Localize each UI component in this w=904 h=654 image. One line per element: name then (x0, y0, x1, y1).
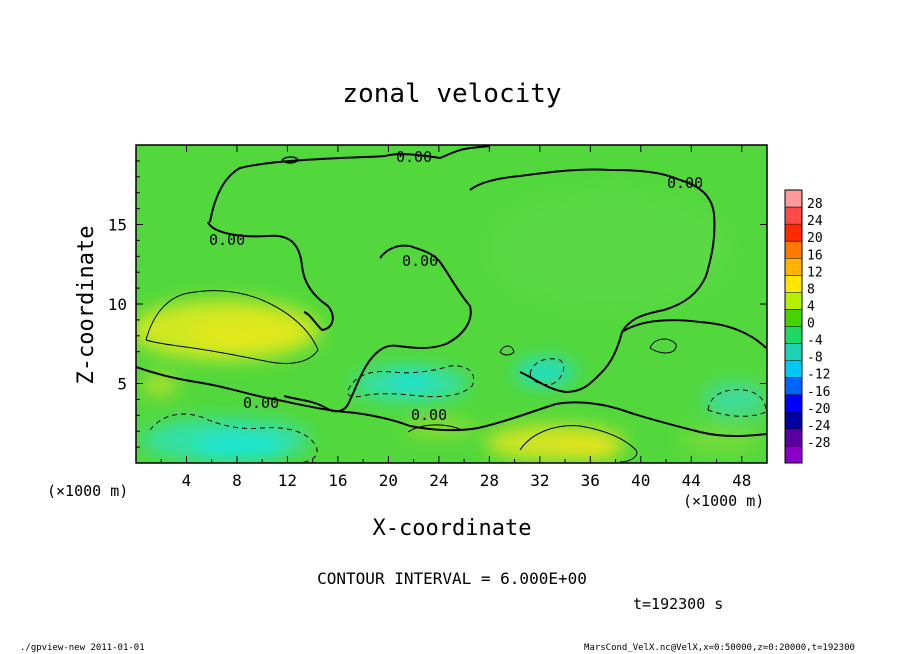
y-tick-label: 15 (108, 216, 127, 235)
zero-contour-mid-lower (136, 366, 767, 437)
positive-region-left (142, 375, 178, 395)
contour-labels: 0.00 0.00 0.00 0.00 0.00 0.00 (209, 148, 703, 424)
dashed-contour-right (707, 389, 767, 417)
x-unit-label-left: (×1000 m) (47, 482, 128, 500)
colorbar-label: -28 (807, 436, 830, 451)
zero-contour-upper-left (209, 145, 491, 223)
colorbar-swatch (785, 309, 802, 327)
contour-interval-note: CONTOUR INTERVAL = 6.000E+00 (317, 569, 587, 588)
colorbar-swatch (785, 292, 802, 310)
contour-label: 0.00 (243, 394, 279, 412)
negative-region-right (703, 382, 767, 418)
colorbar-swatch (785, 343, 802, 362)
positive-region-mid (405, 420, 475, 436)
y-tick-label: 10 (108, 295, 127, 314)
colorbar-label: 20 (807, 231, 823, 246)
colorbar-label: 16 (807, 248, 823, 263)
colorbar-swatch (785, 428, 802, 447)
colorbar-swatch (785, 275, 802, 293)
chart-title: zonal velocity (342, 79, 561, 109)
contour-label: 0.00 (411, 406, 447, 424)
zero-contour-left-lobe (207, 221, 334, 332)
footer-right: MarsCond_VelX.nc@VelX,x=0:50000,z=0:2000… (584, 643, 855, 653)
colorbar-label: 12 (807, 265, 823, 280)
thin-contour-positive-jet (145, 290, 319, 364)
colorbar-swatch (785, 241, 802, 259)
dashed-contour-center (347, 365, 475, 398)
thin-contour-positive-mid (407, 424, 463, 433)
zero-contour-upper-right (469, 168, 716, 394)
x-tick-label: 12 (278, 471, 297, 490)
colorbar-swatch (785, 360, 802, 379)
contour-label: 0.00 (667, 174, 703, 192)
small-contour-loop-1 (649, 338, 677, 354)
light-region-upper (490, 190, 730, 310)
negative-region-right-center (515, 358, 575, 386)
colorbar-label: 0 (807, 317, 815, 332)
dashed-contour-bottom-left (149, 413, 318, 463)
x-tick-label: 28 (480, 471, 499, 490)
x-tick-label: 40 (631, 471, 650, 490)
colorbar-swatch (785, 445, 802, 464)
colorbar-label: 8 (807, 282, 815, 297)
colorbar-swatch (785, 258, 802, 276)
x-axis-ticks: 4 8 12 16 20 24 28 32 36 40 44 48 (160, 145, 751, 490)
positive-core-bottom (560, 440, 620, 460)
y-tick-label: 5 (117, 375, 127, 394)
x-tick-label: 20 (379, 471, 398, 490)
x-tick-label: 24 (429, 471, 448, 490)
x-unit-label-right: (×1000 m) (683, 492, 764, 510)
small-contour-loop-3 (499, 345, 515, 356)
negative-core-bottom-left (195, 436, 285, 460)
contour-label: 0.00 (396, 148, 432, 166)
colorbar (784, 189, 803, 464)
colorbar-label: 24 (807, 214, 823, 229)
heatmap-field (136, 145, 767, 463)
x-tick-label: 36 (581, 471, 600, 490)
colorbar-swatch (785, 326, 802, 345)
colorbar-label: -8 (807, 351, 823, 366)
colorbar-label: 28 (807, 197, 823, 212)
x-axis-label: X-coordinate (373, 516, 532, 541)
colorbar-labels: 28 24 20 16 12 8 4 0 -4 -8 -12 -16 -20 -24 -28 (807, 197, 831, 451)
colorbar-swatch (785, 207, 802, 225)
x-tick-label: 4 (182, 471, 192, 490)
x-tick-label: 44 (682, 471, 701, 490)
x-tick-label: 48 (732, 471, 751, 490)
contour-label: 0.00 (402, 252, 438, 270)
footer-left: ./gpview-new 2011-01-01 (20, 643, 145, 653)
y-axis-label: Z-coordinate (74, 226, 99, 385)
x-tick-label: 16 (328, 471, 347, 490)
contour-label: 0.00 (209, 231, 245, 249)
colorbar-swatch (785, 411, 802, 430)
positive-region-lower-right (680, 428, 760, 452)
time-label: t=192300 s (633, 595, 723, 613)
colorbar-swatch (785, 394, 802, 413)
y-axis-ticks: 5 10 15 (108, 160, 767, 448)
colorbar-label: 4 (807, 299, 815, 314)
colorbar-label: -20 (807, 402, 830, 417)
small-contour-loop-2 (281, 156, 299, 164)
positive-jet-core (190, 319, 300, 351)
colorbar-swatch (785, 224, 802, 242)
colorbar-label: -4 (807, 334, 823, 349)
negative-core-center (388, 372, 432, 388)
dashed-contour-right-center (529, 358, 565, 385)
x-tick-label: 8 (232, 471, 242, 490)
thin-contour-positive-bottom (519, 425, 638, 463)
colorbar-label: -24 (807, 419, 831, 434)
colorbar-swatch (785, 377, 802, 396)
zero-contour-right-segment (621, 319, 767, 349)
colorbar-label: -12 (807, 368, 830, 383)
contour-lines (136, 145, 767, 463)
colorbar-swatch (785, 190, 802, 208)
colorbar-label: -16 (807, 385, 830, 400)
x-tick-label: 32 (530, 471, 549, 490)
